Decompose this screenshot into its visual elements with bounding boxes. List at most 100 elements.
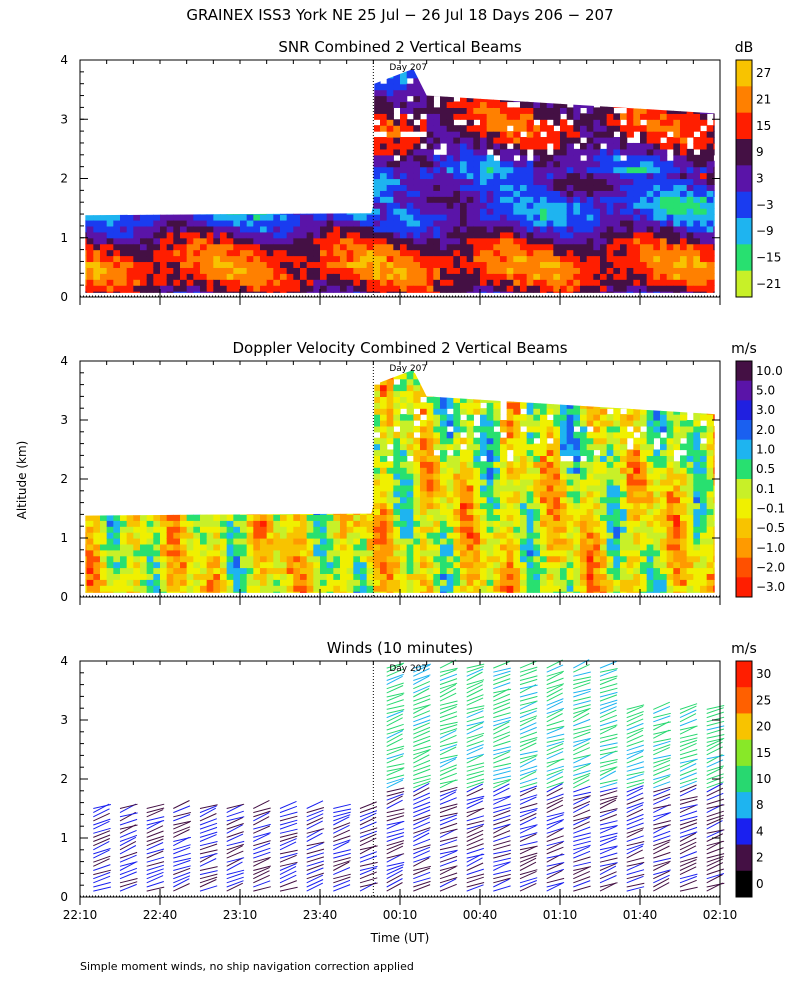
heatmap-cell: [260, 420, 268, 427]
heatmap-cell: [166, 178, 174, 186]
heatmap-cell: [286, 267, 294, 274]
heatmap-cell: [220, 196, 228, 203]
heatmap-cell: [133, 561, 141, 569]
heatmap-cell: [313, 214, 321, 221]
heatmap-cell: [180, 83, 188, 91]
heatmap-cell: [146, 83, 154, 91]
heatmap-cell: [133, 526, 141, 533]
heatmap-cell: [186, 261, 194, 268]
heatmap-cell: [300, 490, 308, 498]
heatmap-cell: [280, 237, 288, 245]
heatmap-cell: [420, 137, 428, 144]
heatmap-cell: [353, 190, 361, 197]
heatmap-cell: [413, 208, 421, 215]
heatmap-cell: [700, 172, 708, 180]
heatmap-cell: [113, 184, 121, 191]
heatmap-cell: [246, 68, 254, 73]
heatmap-cell: [253, 561, 261, 569]
heatmap-cell: [193, 437, 201, 445]
heatmap-cell: [160, 502, 168, 510]
heatmap-cell: [180, 202, 188, 209]
heatmap-cell: [206, 243, 214, 251]
heatmap-cell: [86, 196, 94, 203]
heatmap-cell: [160, 579, 168, 586]
heatmap-cell: [593, 172, 601, 180]
heatmap-cell: [273, 208, 281, 215]
heatmap-cell: [253, 420, 261, 427]
heatmap-cell: [346, 225, 354, 233]
heatmap-cell: [193, 166, 201, 174]
heatmap-cell: [133, 113, 141, 120]
heatmap-cell: [406, 243, 414, 251]
heatmap-cell: [146, 154, 154, 162]
heatmap-cell: [373, 255, 381, 263]
heatmap-cell: [326, 148, 334, 156]
heatmap-cell: [326, 68, 334, 73]
heatmap-cell: [233, 131, 241, 138]
heatmap-cell: [353, 243, 361, 251]
heatmap-cell: [113, 202, 121, 209]
heatmap-cell: [580, 214, 588, 221]
heatmap-cell: [680, 148, 688, 156]
heatmap-cell: [506, 219, 514, 227]
heatmap-cell: [246, 420, 254, 427]
heatmap-cell: [400, 113, 408, 120]
heatmap-cell: [660, 148, 668, 156]
heatmap-cell: [600, 137, 608, 144]
heatmap-cell: [193, 60, 200, 67]
heatmap-cell: [480, 119, 488, 126]
heatmap-cell: [186, 449, 194, 456]
heatmap-cell: [646, 125, 654, 132]
heatmap-cell: [160, 567, 168, 574]
heatmap-cell: [200, 196, 208, 203]
heatmap-cell: [286, 219, 294, 227]
heatmap-cell: [680, 137, 688, 144]
heatmap-cell: [340, 77, 348, 85]
heatmap-cell: [186, 384, 194, 392]
heatmap-cell: [440, 231, 448, 239]
heatmap-cell: [100, 137, 108, 144]
heatmap-cell: [446, 190, 454, 197]
heatmap-cell: [500, 202, 508, 209]
heatmap-cell: [586, 142, 594, 150]
heatmap-cell: [246, 160, 254, 168]
heatmap-cell: [106, 137, 114, 144]
heatmap-cell: [573, 225, 581, 233]
heatmap-cell: [286, 237, 294, 245]
heatmap-cell: [246, 402, 254, 409]
heatmap-cell: [153, 538, 161, 545]
heatmap-cell: [126, 573, 134, 580]
heatmap-cell: [200, 225, 208, 233]
heatmap-cell: [340, 184, 348, 191]
heatmap-cell: [86, 89, 94, 97]
heatmap-cell: [213, 237, 221, 245]
heatmap-cell: [126, 378, 134, 386]
heatmap-cell: [340, 219, 348, 227]
heatmap-cell: [226, 219, 234, 227]
heatmap-cell: [346, 273, 354, 280]
heatmap-cell: [273, 71, 281, 79]
heatmap-cell: [706, 154, 714, 162]
heatmap-cell: [580, 148, 588, 156]
heatmap-cell: [166, 437, 174, 445]
heatmap-cell: [213, 190, 221, 197]
heatmap-cell: [126, 467, 134, 474]
heatmap-cell: [486, 231, 494, 239]
heatmap-cell: [100, 107, 108, 114]
heatmap-cell: [293, 591, 301, 593]
heatmap-cell: [680, 190, 688, 197]
heatmap-cell: [473, 137, 481, 144]
heatmap-cell: [340, 83, 348, 91]
heatmap-cell: [233, 543, 241, 551]
heatmap-cell: [160, 455, 168, 462]
heatmap-cell: [273, 549, 281, 557]
heatmap-cell: [400, 208, 408, 215]
heatmap-cell: [273, 125, 281, 132]
heatmap-cell: [260, 285, 268, 292]
heatmap-cell: [493, 243, 501, 251]
heatmap-cell: [326, 71, 334, 79]
heatmap-cell: [206, 514, 214, 521]
heatmap-cell: [540, 160, 548, 168]
heatmap-cell: [106, 567, 114, 574]
heatmap-cell: [626, 196, 634, 203]
